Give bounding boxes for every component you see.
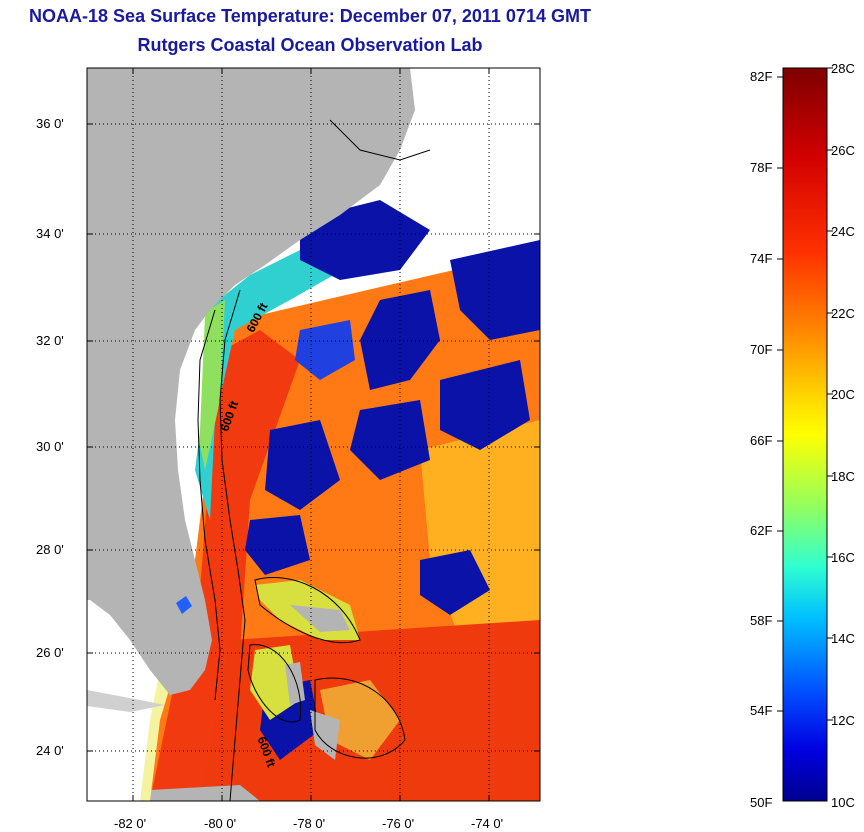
bank-shallows: [250, 645, 300, 720]
colorbar-celsius-label: 20C: [831, 387, 855, 402]
isobath-contour: [254, 577, 361, 644]
colorbar-celsius-label: 28C: [831, 61, 855, 76]
map-subtitle: Rutgers Coastal Ocean Observation Lab: [137, 35, 483, 55]
island: [310, 710, 340, 760]
longitude-tick-label: -74 0': [471, 816, 504, 831]
land-keys: [87, 690, 165, 712]
isobath-contour: [314, 677, 406, 759]
land-us: [87, 68, 415, 695]
colorbar-celsius-label: 10C: [831, 795, 855, 810]
colorbar-fahrenheit-label: 70F: [750, 342, 773, 357]
latitude-tick-label: 24 0': [36, 743, 64, 758]
colorbar-fahrenheit-label: 74F: [750, 251, 773, 266]
colorbar-fahrenheit-label: 82F: [750, 69, 773, 84]
latitude-tick-label: 26 0': [36, 645, 64, 660]
longitude-tick-label: -82 0': [114, 816, 147, 831]
cloud-mask: [400, 68, 540, 230]
isobath-contour: [247, 644, 302, 723]
colorbar-ticks: [777, 67, 833, 721]
colorbar-fahrenheit-label: 58F: [750, 613, 773, 628]
isobath-contour: [197, 309, 221, 701]
latitude-tick-label: 36 0': [36, 116, 64, 131]
colorbar: [782, 67, 828, 802]
colorbar-fahrenheit-label: 50F: [750, 795, 773, 810]
colorbar-fahrenheit-label: 62F: [750, 523, 773, 538]
colorbar-fahrenheit-label: 78F: [750, 160, 773, 175]
island: [290, 605, 350, 632]
cold-patch: [300, 200, 430, 280]
colorbar-celsius-label: 16C: [831, 550, 855, 565]
colorbar-fahrenheit-label: 66F: [750, 433, 773, 448]
cold-patch: [450, 240, 540, 340]
isobath-contour: [219, 289, 246, 801]
cloud-mask: [140, 670, 175, 801]
bank-shallows: [320, 680, 400, 760]
colorbar-celsius-label: 24C: [831, 224, 855, 239]
latitude-tick-label: 34 0': [36, 226, 64, 241]
lake-okeechobee: [176, 596, 192, 614]
colorbar-celsius-label: 14C: [831, 631, 855, 646]
cold-patch: [295, 320, 355, 380]
cold-patch: [245, 515, 310, 575]
map-title: NOAA-18 Sea Surface Temperature: Decembe…: [29, 6, 591, 26]
tick-marks: [87, 68, 540, 801]
longitude-tick-label: -78 0': [293, 816, 326, 831]
nearshore-cool-band: [195, 235, 360, 520]
colorbar-fahrenheit-label: 54F: [750, 703, 773, 718]
colorbar-celsius-label: 18C: [831, 469, 855, 484]
latitude-tick-label: 30 0': [36, 439, 64, 454]
cold-patch: [265, 420, 340, 510]
latitude-tick-label: 32 0': [36, 333, 64, 348]
colorbar-celsius-label: 12C: [831, 713, 855, 728]
map-content: [87, 68, 540, 801]
latitude-tick-label: 28 0': [36, 542, 64, 557]
longitude-tick-label: -76 0': [382, 816, 415, 831]
cold-patch: [350, 400, 430, 480]
cold-patch: [440, 360, 530, 450]
longitude-tick-label: -80 0': [204, 816, 237, 831]
cold-patch: [420, 550, 490, 615]
island: [285, 662, 305, 705]
colorbar-celsius-label: 26C: [831, 143, 855, 158]
isobath-contour: [329, 119, 431, 161]
map-border: [86, 67, 541, 802]
colorbar-celsius-label: 22C: [831, 306, 855, 321]
